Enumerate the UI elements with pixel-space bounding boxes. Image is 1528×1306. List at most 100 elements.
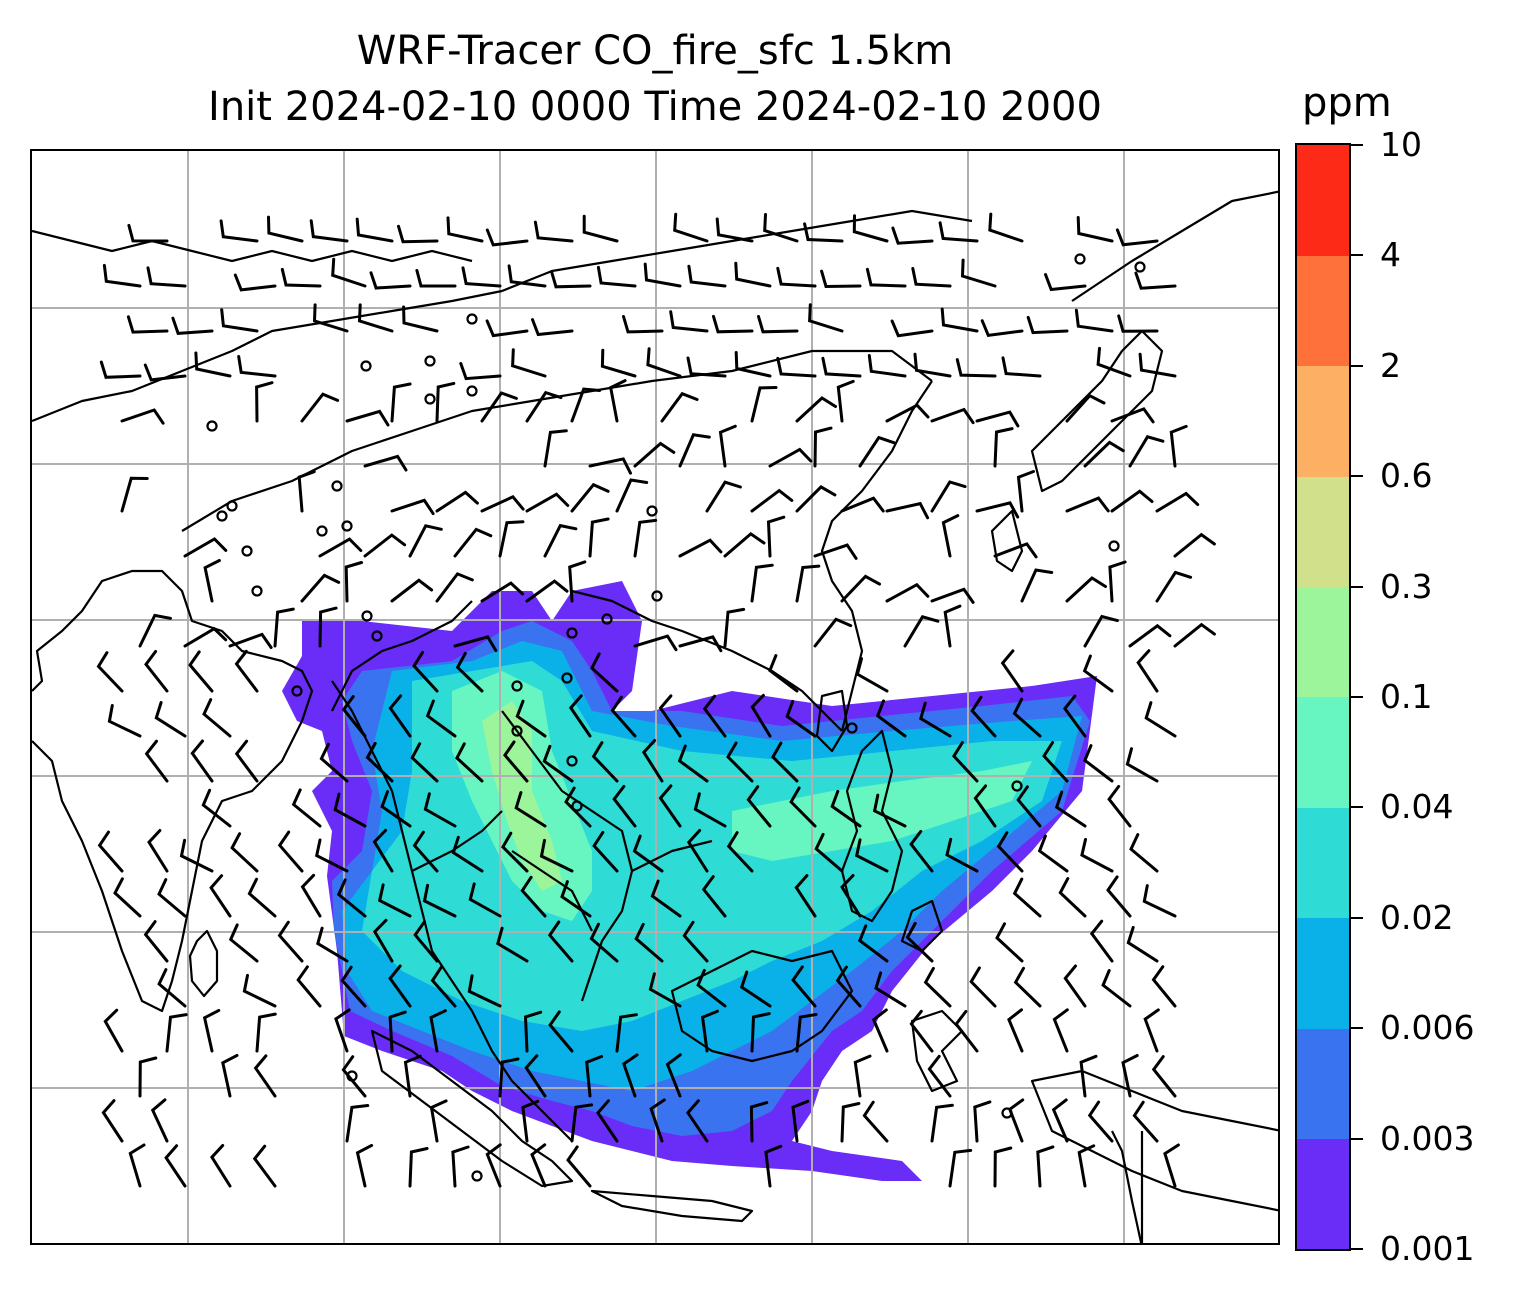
wind-barb bbox=[498, 1057, 520, 1098]
wind-barb bbox=[1173, 622, 1216, 648]
wind-barb bbox=[776, 266, 817, 288]
wind-barb bbox=[923, 966, 952, 1008]
wind-barb bbox=[525, 492, 570, 513]
wind-barb bbox=[1089, 919, 1114, 963]
calm-wind-marker bbox=[566, 755, 578, 767]
wind-barb bbox=[795, 396, 837, 423]
wind-barb bbox=[138, 613, 172, 648]
wind-barb bbox=[99, 360, 142, 379]
wind-barb bbox=[1117, 314, 1159, 333]
calm-wind-marker bbox=[291, 685, 303, 697]
colorbar-segment bbox=[1297, 1138, 1349, 1250]
calm-wind-marker bbox=[601, 613, 613, 625]
coastline bbox=[1030, 329, 1164, 493]
wind-barb bbox=[402, 305, 439, 333]
wind-barb bbox=[813, 543, 858, 560]
wind-barb bbox=[291, 788, 322, 828]
calm-wind-marker bbox=[846, 722, 858, 734]
wind-barb bbox=[146, 266, 187, 288]
wind-barb bbox=[525, 579, 569, 603]
coastline bbox=[1111, 1130, 1143, 1243]
wind-barb bbox=[938, 221, 979, 243]
wind-barb bbox=[678, 433, 711, 468]
wind-barb bbox=[852, 214, 889, 243]
wind-barb bbox=[234, 649, 259, 693]
wind-barb bbox=[930, 407, 975, 425]
wind-barb bbox=[341, 695, 367, 738]
wind-barb bbox=[909, 1009, 934, 1053]
wind-barb bbox=[542, 744, 574, 783]
colorbar-tick-label: 0.3 bbox=[1380, 566, 1433, 606]
wind-barb bbox=[632, 834, 664, 873]
wind-barb bbox=[885, 501, 930, 520]
colorbar-tick bbox=[1351, 144, 1363, 146]
wind-barb bbox=[687, 264, 727, 288]
wind-barb bbox=[390, 498, 435, 516]
wind-barb bbox=[390, 578, 434, 603]
wind-barb bbox=[673, 212, 709, 243]
colorbar-tick bbox=[1351, 696, 1363, 698]
wind-barb bbox=[515, 699, 547, 738]
wind-barb bbox=[435, 381, 456, 423]
wind-barb bbox=[794, 874, 817, 918]
wind-barb bbox=[795, 485, 837, 513]
coastline bbox=[181, 349, 933, 532]
wind-barb bbox=[570, 1103, 594, 1143]
colorbar-segment bbox=[1297, 365, 1349, 477]
wind-barb bbox=[1155, 491, 1200, 513]
wind-barb bbox=[412, 830, 439, 873]
wind-barb bbox=[840, 874, 862, 918]
wind-barb bbox=[255, 1012, 277, 1053]
wind-barb bbox=[865, 267, 907, 288]
wind-barb bbox=[814, 832, 844, 873]
wind-barb bbox=[234, 739, 259, 783]
wind-barb bbox=[610, 695, 637, 738]
wind-barb bbox=[144, 650, 169, 693]
wind-barb bbox=[210, 1144, 232, 1188]
wind-barb bbox=[789, 786, 817, 828]
calm-wind-marker bbox=[1074, 253, 1086, 265]
wind-barb bbox=[126, 315, 169, 334]
coastlines-layer bbox=[32, 190, 1278, 1243]
wind-barb bbox=[453, 635, 498, 653]
wind-barb bbox=[453, 527, 493, 558]
wind-barb bbox=[750, 488, 794, 513]
wind-barb bbox=[228, 632, 273, 649]
colorbar-tick-label: 4 bbox=[1380, 235, 1401, 275]
coastline bbox=[331, 600, 473, 712]
wind-barb bbox=[429, 1009, 447, 1053]
wind-barb bbox=[511, 348, 547, 378]
wind-barb bbox=[446, 216, 484, 243]
wind-barb bbox=[590, 652, 619, 693]
wind-barb bbox=[960, 258, 997, 288]
coastline bbox=[32, 229, 473, 263]
colorbar-tick bbox=[1351, 475, 1363, 478]
colorbar-tick-label: 10 bbox=[1380, 125, 1422, 164]
wind-barb bbox=[548, 1010, 574, 1053]
wind-barb bbox=[696, 968, 727, 1008]
wind-barb bbox=[615, 1013, 638, 1053]
wind-barb bbox=[523, 1010, 543, 1053]
wind-barb bbox=[570, 482, 610, 513]
wind-barb bbox=[700, 1009, 719, 1053]
colorbar-segment bbox=[1297, 697, 1349, 808]
calm-wind-marker bbox=[241, 545, 253, 557]
wind-barb bbox=[813, 426, 833, 468]
coastline bbox=[1071, 190, 1278, 302]
wind-barb bbox=[314, 838, 349, 873]
plume-contour bbox=[482, 701, 562, 891]
wind-barb bbox=[277, 830, 304, 873]
wind-barb bbox=[237, 355, 277, 378]
wind-barb bbox=[363, 533, 407, 558]
wind-barb bbox=[1051, 1098, 1069, 1143]
wind-barb bbox=[503, 740, 529, 783]
wind-barb bbox=[507, 264, 547, 288]
wind-barb bbox=[365, 741, 394, 783]
wind-barb bbox=[228, 923, 259, 963]
wind-barb bbox=[564, 786, 592, 828]
coastline bbox=[188, 929, 219, 998]
wind-barb bbox=[588, 517, 610, 558]
wind-barb bbox=[686, 356, 727, 378]
wind-barb bbox=[194, 351, 232, 378]
wind-barb bbox=[190, 739, 214, 783]
